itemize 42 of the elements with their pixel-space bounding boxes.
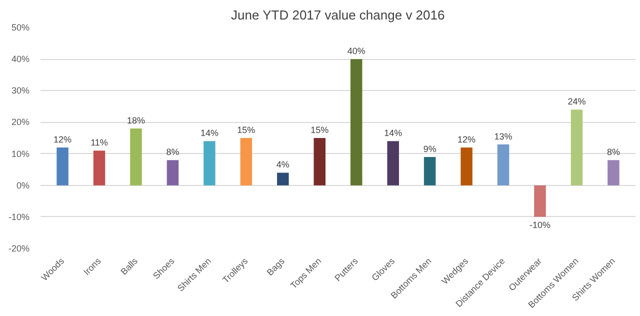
bar xyxy=(166,160,179,186)
data-label: 24% xyxy=(568,96,586,107)
bar xyxy=(460,147,472,186)
data-label: 9% xyxy=(423,144,436,154)
y-tick-label: -10% xyxy=(8,212,30,222)
y-tick-label: 50% xyxy=(11,22,30,32)
bar xyxy=(277,172,289,186)
chart-title: June YTD 2017 value change v 2016 xyxy=(231,8,445,22)
data-label: -10% xyxy=(530,220,551,230)
data-label: 14% xyxy=(200,128,218,138)
bar xyxy=(497,144,510,186)
bar xyxy=(56,147,68,186)
data-label: 8% xyxy=(166,147,180,158)
data-label: 14% xyxy=(384,128,402,138)
data-label: 12% xyxy=(54,134,72,144)
bar xyxy=(608,160,620,186)
data-label: 11% xyxy=(90,138,108,148)
y-tick-label: 0% xyxy=(16,180,30,190)
data-label: 4% xyxy=(276,160,290,170)
bar xyxy=(240,138,252,186)
bar xyxy=(424,156,436,186)
bar xyxy=(130,128,142,186)
y-tick-label: 30% xyxy=(11,86,30,96)
bar xyxy=(570,110,583,186)
data-label: 15% xyxy=(237,125,256,135)
y-tick-label: 10% xyxy=(11,148,30,159)
bar xyxy=(314,138,326,186)
bar xyxy=(93,150,106,186)
data-label: 8% xyxy=(606,147,620,158)
y-tick-label: -20% xyxy=(8,244,30,254)
bar xyxy=(387,141,399,186)
data-label: 13% xyxy=(494,131,512,142)
data-label: 12% xyxy=(458,134,476,144)
bar xyxy=(204,141,216,186)
y-tick-label: 40% xyxy=(11,54,30,64)
bar xyxy=(350,59,362,186)
data-label: 18% xyxy=(126,116,146,126)
x-tick-label: Tops Men xyxy=(288,256,324,291)
y-tick-label: 20% xyxy=(11,117,30,128)
bar xyxy=(534,185,546,217)
data-label: 40% xyxy=(347,46,366,56)
data-label: 15% xyxy=(310,125,329,135)
